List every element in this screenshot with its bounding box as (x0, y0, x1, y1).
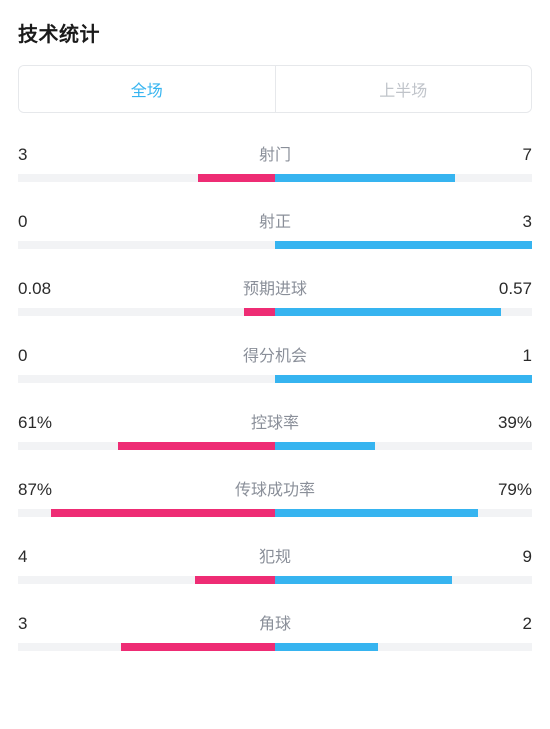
bar-right-half (275, 174, 532, 182)
stat-left-value: 0 (18, 212, 68, 232)
stat-labels: 61%控球率39% (18, 409, 532, 433)
stat-name: 射正 (68, 208, 482, 232)
stat-row: 0得分机会1 (18, 342, 532, 383)
stat-labels: 87%传球成功率79% (18, 476, 532, 500)
stat-right-value: 39% (482, 413, 532, 433)
stats-container: 3射门70射正30.08预期进球0.570得分机会161%控球率39%87%传球… (18, 141, 532, 651)
stat-left-value: 87% (18, 480, 68, 500)
bar-left-half (18, 375, 275, 383)
bar-right-half (275, 308, 532, 316)
stat-bar-track (18, 241, 532, 249)
stat-left-value: 0 (18, 346, 68, 366)
stat-bar-track (18, 174, 532, 182)
stat-bar-track (18, 308, 532, 316)
stat-row: 0.08预期进球0.57 (18, 275, 532, 316)
tab-first-half[interactable]: 上半场 (275, 66, 532, 112)
bar-left-half (18, 442, 275, 450)
page-title: 技术统计 (18, 18, 532, 47)
stat-row: 0射正3 (18, 208, 532, 249)
stat-right-value: 7 (482, 145, 532, 165)
stat-name: 得分机会 (68, 342, 482, 366)
bar-right-fill (275, 174, 455, 182)
stat-right-value: 3 (482, 212, 532, 232)
stat-row: 3角球2 (18, 610, 532, 651)
stat-left-value: 0.08 (18, 279, 68, 299)
bar-left-fill (244, 308, 275, 316)
stat-row: 4犯规9 (18, 543, 532, 584)
bar-left-half (18, 174, 275, 182)
stat-labels: 0.08预期进球0.57 (18, 275, 532, 299)
stat-labels: 4犯规9 (18, 543, 532, 567)
stat-right-value: 1 (482, 346, 532, 366)
stat-labels: 0得分机会1 (18, 342, 532, 366)
stat-bar-track (18, 576, 532, 584)
stat-left-value: 61% (18, 413, 68, 433)
bar-right-fill (275, 241, 532, 249)
bar-left-fill (195, 576, 275, 584)
bar-right-fill (275, 643, 378, 651)
bar-right-fill (275, 509, 478, 517)
bar-right-fill (275, 375, 532, 383)
bar-right-half (275, 509, 532, 517)
stat-name: 预期进球 (68, 275, 482, 299)
bar-right-half (275, 643, 532, 651)
bar-right-half (275, 241, 532, 249)
stat-left-value: 3 (18, 614, 68, 634)
stat-name: 犯规 (68, 543, 482, 567)
stat-right-value: 79% (482, 480, 532, 500)
bar-right-fill (275, 442, 375, 450)
stat-right-value: 9 (482, 547, 532, 567)
stat-row: 3射门7 (18, 141, 532, 182)
bar-left-fill (121, 643, 275, 651)
stat-name: 射门 (68, 141, 482, 165)
bar-left-half (18, 308, 275, 316)
stat-left-value: 4 (18, 547, 68, 567)
stat-labels: 3角球2 (18, 610, 532, 634)
stat-bar-track (18, 509, 532, 517)
bar-left-half (18, 509, 275, 517)
bar-right-fill (275, 576, 452, 584)
bar-right-fill (275, 308, 501, 316)
period-tabs: 全场 上半场 (18, 65, 532, 113)
bar-right-half (275, 375, 532, 383)
bar-left-half (18, 576, 275, 584)
stat-bar-track (18, 375, 532, 383)
bar-left-fill (198, 174, 275, 182)
stat-row: 61%控球率39% (18, 409, 532, 450)
bar-right-half (275, 576, 532, 584)
stat-name: 传球成功率 (68, 476, 482, 500)
stat-name: 角球 (68, 610, 482, 634)
bar-left-half (18, 643, 275, 651)
bar-left-fill (51, 509, 275, 517)
stat-name: 控球率 (68, 409, 482, 433)
stat-bar-track (18, 442, 532, 450)
stat-right-value: 2 (482, 614, 532, 634)
stat-left-value: 3 (18, 145, 68, 165)
stat-labels: 3射门7 (18, 141, 532, 165)
stat-row: 87%传球成功率79% (18, 476, 532, 517)
bar-left-half (18, 241, 275, 249)
stat-labels: 0射正3 (18, 208, 532, 232)
bar-right-half (275, 442, 532, 450)
stat-right-value: 0.57 (482, 279, 532, 299)
tab-full-match[interactable]: 全场 (19, 66, 275, 112)
stat-bar-track (18, 643, 532, 651)
bar-left-fill (118, 442, 275, 450)
